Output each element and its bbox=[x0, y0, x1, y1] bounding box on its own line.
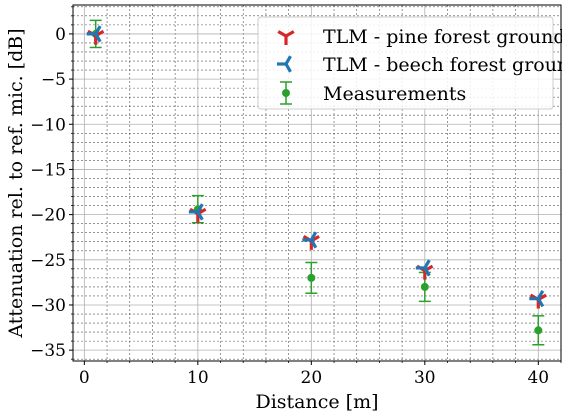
legend-marker-pine bbox=[277, 30, 295, 45]
axis-ticks: 0 10 20 30 40 0 −5 −10 −15 −20 −25 −30 −35 bbox=[30, 6, 562, 388]
marker-dot bbox=[307, 273, 316, 282]
legend-label: Measurements bbox=[323, 83, 466, 105]
marker-arm bbox=[94, 25, 102, 35]
y-tick-label: −25 bbox=[30, 251, 66, 271]
y-tick-label: −20 bbox=[30, 206, 66, 226]
marker-arm bbox=[423, 267, 431, 277]
beech-tlm-point bbox=[529, 290, 545, 308]
y-tick-label: 0 bbox=[55, 25, 66, 45]
marker-arm bbox=[285, 30, 295, 38]
legend-marker-beech bbox=[277, 55, 292, 73]
y-tick-label: −5 bbox=[41, 70, 66, 90]
marker-arm bbox=[277, 30, 287, 38]
marker-arm bbox=[284, 55, 292, 65]
marker-arm bbox=[536, 290, 545, 300]
y-tick-label: −10 bbox=[30, 115, 66, 135]
marker-dot bbox=[534, 326, 543, 335]
x-tick-label: 20 bbox=[301, 368, 323, 388]
x-axis-title: Distance [m] bbox=[255, 391, 378, 412]
marker-arm bbox=[94, 33, 102, 43]
legend-box bbox=[257, 16, 554, 110]
marker-arm bbox=[423, 259, 431, 269]
beech-tlm-point bbox=[302, 231, 318, 249]
marker-arm bbox=[284, 63, 292, 73]
x-tick-label: 10 bbox=[187, 368, 209, 388]
marker-arm bbox=[309, 231, 318, 241]
legend: TLM - pine forest ground TLM - beech fore… bbox=[257, 16, 562, 110]
measurement-point bbox=[305, 261, 318, 294]
x-tick-label: 40 bbox=[527, 368, 549, 388]
marker-arm bbox=[309, 239, 318, 249]
x-tick-label: 30 bbox=[414, 368, 436, 388]
beech-tlm-point bbox=[415, 259, 431, 277]
marker-arm bbox=[536, 297, 545, 308]
beech-tlm-point bbox=[188, 203, 204, 221]
legend-marker-measurements bbox=[280, 81, 292, 105]
y-tick-label: −30 bbox=[30, 296, 66, 316]
marker-arm bbox=[196, 203, 204, 213]
plot-frame bbox=[72, 4, 562, 362]
x-tick-label: 0 bbox=[79, 368, 90, 388]
measurement-point bbox=[532, 315, 545, 346]
legend-label: TLM - pine forest ground bbox=[323, 26, 562, 48]
y-tick-label: −35 bbox=[30, 341, 66, 361]
y-tick-label: −15 bbox=[30, 160, 66, 180]
marker-dot bbox=[420, 282, 429, 291]
plot-data bbox=[86, 19, 547, 346]
legend-label: TLM - beech forest ground bbox=[323, 54, 562, 76]
marker-arm bbox=[196, 211, 204, 221]
beech-tlm-point bbox=[86, 25, 102, 43]
y-axis-title: Attenuation rel. to ref. mic. [dB] bbox=[5, 28, 27, 338]
marker-dot bbox=[282, 89, 290, 97]
